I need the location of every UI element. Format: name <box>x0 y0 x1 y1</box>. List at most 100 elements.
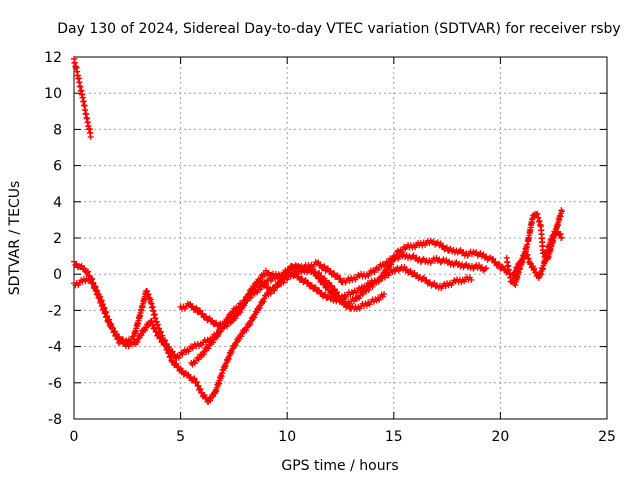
chart-title: Day 130 of 2024, Sidereal Day-to-day VTE… <box>57 21 620 37</box>
x-tick-label: 5 <box>176 429 185 445</box>
data-point <box>531 265 538 272</box>
data-point <box>209 393 216 400</box>
data-point <box>468 276 475 283</box>
data-point <box>170 358 177 365</box>
data-point <box>138 332 145 339</box>
data-point <box>234 306 241 313</box>
data-point <box>232 315 239 322</box>
data-point <box>518 258 525 265</box>
y-tick-label: 4 <box>53 195 62 211</box>
data-point <box>242 327 249 334</box>
y-tick-label: 6 <box>53 159 62 175</box>
data-point <box>109 325 116 332</box>
data-point <box>318 278 325 285</box>
data-point <box>356 295 363 302</box>
data-point <box>169 358 176 365</box>
data-point <box>328 282 335 289</box>
x-tick-label: 0 <box>70 429 79 445</box>
data-point <box>257 286 264 293</box>
data-point <box>322 291 329 298</box>
data-point <box>200 351 207 358</box>
series-track-d <box>188 263 475 368</box>
data-point <box>229 311 236 318</box>
data-point <box>477 250 484 257</box>
x-ticks: 0 5 10 15 20 25 <box>70 57 616 445</box>
data-point <box>337 275 344 282</box>
data-point <box>247 294 254 301</box>
series <box>71 55 565 405</box>
x-tick-label: 25 <box>598 429 616 445</box>
data-point <box>191 375 198 382</box>
data-point <box>172 361 179 368</box>
data-point <box>192 305 199 312</box>
grid <box>74 57 607 419</box>
data-point <box>256 277 263 284</box>
data-point <box>87 133 94 140</box>
y-ticks: -8 -6 -4 -2 0 2 4 6 8 10 12 <box>44 50 607 428</box>
data-point <box>323 284 330 291</box>
data-point <box>320 281 327 288</box>
data-point <box>483 265 490 272</box>
data-point <box>193 379 200 386</box>
data-point <box>108 321 115 328</box>
data-point <box>210 339 217 346</box>
data-point <box>314 271 321 278</box>
data-point <box>365 286 372 293</box>
data-point <box>218 326 225 333</box>
data-point <box>328 287 335 294</box>
data-point <box>205 345 212 352</box>
data-point <box>496 261 503 268</box>
y-axis-label: SDTVAR / TECUs <box>7 181 23 296</box>
data-point <box>190 376 197 383</box>
data-point <box>224 317 231 324</box>
data-point <box>191 360 198 367</box>
data-point <box>330 291 337 298</box>
data-point <box>321 280 328 287</box>
data-point <box>434 239 441 246</box>
data-point <box>331 291 338 298</box>
data-point <box>232 342 239 349</box>
data-point <box>238 333 245 340</box>
data-point <box>272 276 279 283</box>
data-point <box>413 254 420 261</box>
data-point <box>195 382 202 389</box>
data-point <box>494 261 501 268</box>
data-point <box>174 364 181 371</box>
y-tick-label: 10 <box>44 86 62 102</box>
data-point <box>324 283 331 290</box>
data-point <box>443 244 450 251</box>
data-point <box>460 249 467 256</box>
data-point <box>280 279 287 286</box>
x-tick-label: 10 <box>278 429 296 445</box>
series-track-f <box>510 225 565 281</box>
data-point <box>327 288 334 295</box>
data-point <box>142 327 149 334</box>
y-tick-label: 12 <box>44 50 62 66</box>
data-point <box>251 314 258 321</box>
data-point <box>442 283 449 290</box>
x-tick-label: 20 <box>491 429 509 445</box>
x-axis-label: GPS time / hours <box>281 458 398 474</box>
y-tick-label: -6 <box>48 376 62 392</box>
y-tick-label: 2 <box>53 231 62 247</box>
data-point <box>558 234 565 241</box>
data-point <box>363 302 370 309</box>
x-tick-label: 15 <box>385 429 403 445</box>
data-point <box>244 297 251 304</box>
data-point <box>214 333 221 340</box>
data-point <box>247 321 254 328</box>
data-point <box>305 279 312 286</box>
data-point <box>256 305 263 312</box>
data-point <box>209 317 216 324</box>
data-point <box>320 264 327 271</box>
data-point <box>148 317 155 324</box>
data-point <box>105 318 112 325</box>
data-point <box>163 340 170 347</box>
data-point <box>321 263 328 270</box>
data-point <box>254 289 261 296</box>
y-tick-label: -8 <box>48 412 62 428</box>
data-point <box>171 351 178 358</box>
data-point <box>311 269 318 276</box>
data-point <box>173 360 180 367</box>
